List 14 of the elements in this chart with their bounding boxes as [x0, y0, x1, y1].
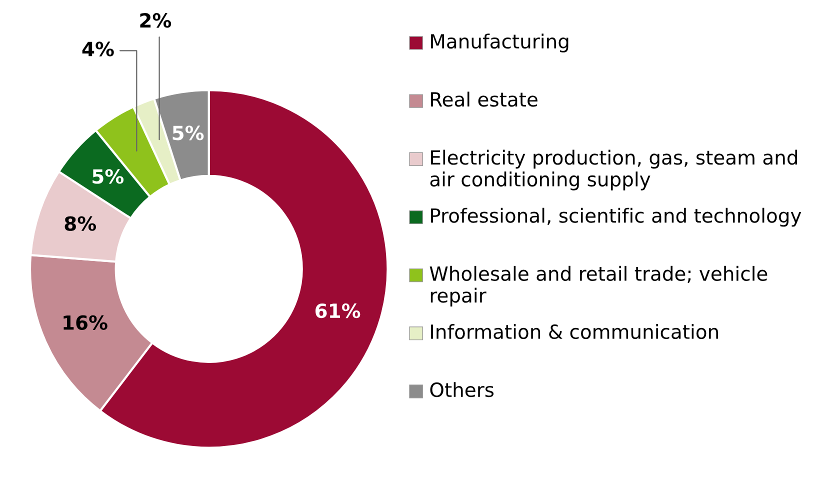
- data-label: 2%: [140, 13, 172, 28]
- data-label: 16%: [64, 315, 108, 330]
- legend-label: Professional, scientific and technology: [431, 208, 802, 227]
- legend-label: Electricity production, gas, steam and air conditioning supply: [430, 150, 798, 190]
- legend-label: Real estate: [431, 92, 538, 107]
- data-label: 5%: [172, 126, 204, 140]
- data-label: 61%: [316, 303, 360, 318]
- legend-label: Others: [430, 382, 494, 398]
- legend-label: Manufacturing: [431, 34, 568, 52]
- legend-label: Wholesale and retail trade; vehicle repair: [430, 266, 768, 307]
- data-label: 8%: [64, 216, 96, 231]
- legend-label: Information & communication: [431, 324, 718, 340]
- data-label: 5%: [92, 169, 124, 184]
- data-label: 4%: [82, 42, 114, 56]
